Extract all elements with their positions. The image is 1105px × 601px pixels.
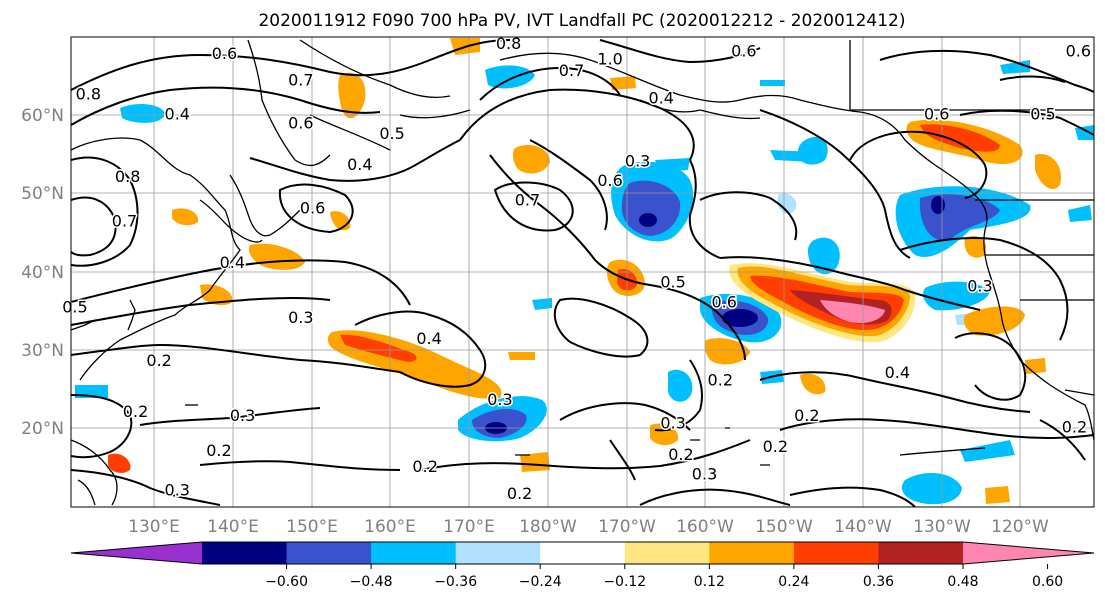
lon-label-130e: 130°E [128,517,180,537]
colorbar-extend-max [963,542,1094,564]
anomaly-shading [75,38,1094,505]
colorbar-tick-label: −0.48 [350,574,393,590]
colorbar-outline [70,541,1095,565]
lat-label-20n: 20°N [21,419,64,439]
contour-label: 0.7 [112,212,137,231]
colorbar-segment [371,542,457,564]
contour-label: 0.4 [885,363,910,382]
lat-label-40n: 40°N [21,263,64,283]
lon-label-140w: 140°W [834,517,892,537]
negative-anomalies [75,60,1094,505]
contour-label: 0.2 [206,441,231,460]
colorbar-tick-label: 0.24 [778,574,809,590]
contour-label: 0.4 [165,104,190,123]
contour-label: 0.6 [288,114,313,133]
contour-label: 0.3 [692,465,717,484]
contour-label: 0.3 [230,406,255,425]
contour-label: 0.6 [731,42,756,61]
lon-label-140e: 140°E [207,517,259,537]
contour-label: 0.2 [763,437,788,456]
contour-label: 0.5 [1030,104,1055,123]
latitude-labels: 20°N 30°N 40°N 50°N 60°N [21,106,64,439]
contour-label: 0.2 [507,484,532,503]
longitude-labels: 130°E 140°E 150°E 160°E 170°E 180°W 170°… [128,517,1049,537]
contour-label: 0.7 [559,61,584,80]
lon-label-180w: 180°W [519,517,577,537]
colorbar-segment [624,542,710,564]
map-panel: 0.60.70.4 0.60.80.80.70.40.50.60.40.50.30… [61,32,1095,508]
contour-label: 0.2 [123,402,148,421]
contour-label: 0.4 [347,155,372,174]
contour-label: 0.7 [288,71,313,90]
colorbar-tick-label: −0.12 [603,574,646,590]
contour-label: 0.3 [625,151,650,170]
lon-label-150e: 150°E [286,517,338,537]
contour-label: 0.7 [515,190,540,209]
colorbar-tick-label: −0.36 [434,574,477,590]
contour-label: 0.3 [165,480,190,499]
positive-anomalies [108,38,1061,504]
contour-label: 0.6 [597,171,622,190]
contour-label: 0.3 [288,308,313,327]
lat-label-30n: 30°N [21,341,64,361]
contour-label: 0.2 [1062,418,1087,437]
lon-label-120w: 120°W [991,517,1049,537]
lat-label-60n: 60°N [21,106,64,126]
contour-label: 1.0 [597,49,622,68]
lon-label-160w: 160°W [676,517,734,537]
colorbar-segment [286,542,372,564]
lat-label-50n: 50°N [21,184,64,204]
contour-label: 0.8 [496,34,521,53]
contour-label: 0.2 [668,445,693,464]
contour-label: 0.3 [487,390,512,409]
colorbar-extend-min [71,542,202,564]
colorbar-tick-label: 0.12 [694,574,725,590]
coastlines [71,39,1094,506]
colorbar-tick-label: 0.48 [947,574,978,590]
figure-title: 2020011912 F090 700 hPa PV, IVT Landfall… [258,11,905,31]
colorbar: −0.60 −0.48 −0.36 −0.24 −0.12 0.12 0.24 0.36 0.4… [70,541,1095,590]
lon-label-170w: 170°W [598,517,656,537]
colorbar-segment [709,542,795,564]
contour-label: 0.5 [660,273,685,292]
contour-labels: 0.60.70.4 0.60.80.80.70.40.50.60.40.50.30… [61,32,1093,504]
contour-label: 0.6 [924,104,949,123]
colorbar-tick-label: −0.60 [265,574,308,590]
contour-label: 0.3 [967,277,992,296]
lon-label-170e: 170°E [443,517,495,537]
contour-label: 0.3 [660,414,685,433]
contour-label: 0.2 [146,351,171,370]
contour-label: 0.4 [416,329,441,348]
colorbar-segment [455,542,541,564]
colorbar-segment [202,542,288,564]
pv-contours [71,39,1094,507]
contour-label: 0.5 [62,298,87,317]
contour-label: 0.4 [220,253,245,272]
colorbar-segment [540,542,626,564]
contour-label: 0.2 [794,406,819,425]
contour-label: 0.6 [1066,42,1091,61]
contour-label: 0.5 [379,124,404,143]
contour-label: 0.2 [412,457,437,476]
contour-label: 0.6 [300,198,325,217]
colorbar-tick-label: 0.36 [863,574,894,590]
lon-label-150w: 150°W [755,517,813,537]
contour-label: 0.6 [711,292,736,311]
lon-label-160e: 160°E [364,517,416,537]
contour-label: 0.8 [76,85,101,104]
lon-label-130w: 130°W [913,517,971,537]
colorbar-ticks: −0.60 −0.48 −0.36 −0.24 −0.12 0.12 0.24 0.36 0.4… [265,564,1063,590]
colorbar-tick-label: −0.24 [519,574,562,590]
contour-label: 0.6 [212,44,237,63]
contour-label: 0.2 [708,371,733,390]
colorbar-segment [878,542,964,564]
contour-label: 0.8 [115,167,140,186]
map-frame [70,36,1095,508]
colorbar-segments [71,542,1094,564]
colorbar-tick-label: 0.60 [1032,574,1063,590]
colorbar-segment [793,542,879,564]
contour-label: 0.4 [649,89,674,108]
